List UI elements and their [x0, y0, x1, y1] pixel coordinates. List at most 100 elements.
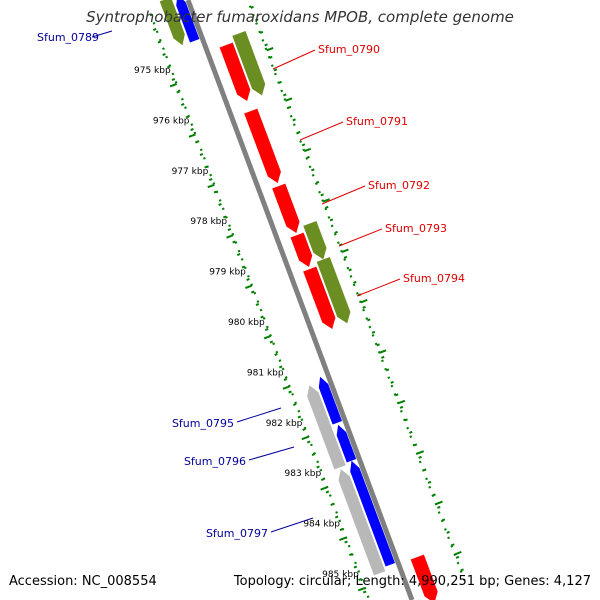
scale-tick	[278, 365, 283, 369]
scale-tick	[435, 500, 443, 505]
scale-tick	[222, 215, 227, 219]
gene-label-sfum-0789[interactable]: Sfum_0789	[37, 31, 99, 44]
scale-tick	[339, 528, 344, 531]
scale-tick	[341, 248, 349, 253]
scale-tick	[379, 349, 387, 354]
scale-tick-label: 980 kbp	[228, 318, 265, 328]
leader-sfum-0792	[321, 185, 366, 205]
gene-arrow-sfum-0795	[307, 385, 346, 470]
scale-tick	[343, 255, 348, 259]
scale-tick	[157, 40, 162, 44]
leader-sfum-0794	[356, 278, 401, 297]
scale-tick	[334, 230, 338, 234]
scale-tick	[185, 115, 190, 119]
gene-arrow-sfum-0796	[336, 424, 357, 463]
leader-sfum-0797	[270, 517, 314, 533]
gene-labels: Sfum_0789 Sfum_0790 Sfum_0791 Sfum_0792 Sfum…	[37, 31, 465, 540]
scale-tick	[169, 83, 178, 88]
scale-tick	[218, 203, 222, 206]
scale-tick	[427, 480, 432, 484]
scale-tick	[390, 380, 394, 384]
gene-arrow-sfum-0793	[303, 221, 327, 260]
gene-arrow-sfum-0792	[272, 183, 300, 233]
gene-label-sfum-0791[interactable]: Sfum_0791	[346, 115, 408, 128]
scale-tick	[423, 468, 427, 472]
scale-tick	[316, 465, 320, 469]
gene-arrow-sfum-0797	[350, 460, 395, 567]
scale-tick-label: 984 kbp	[303, 520, 340, 530]
gene-arrow-sfum-0793	[290, 232, 313, 267]
scale-tick	[357, 587, 366, 592]
gene-label-sfum-0793[interactable]: Sfum_0793	[385, 222, 447, 235]
gene-label-sfum-0794[interactable]: Sfum_0794	[403, 272, 465, 285]
scale-tick	[320, 486, 328, 491]
leader-sfum-0795	[236, 407, 282, 423]
gene-label-leaders	[91, 30, 401, 533]
scale-tick	[381, 355, 385, 359]
scale-tick-label: 978 kbp	[190, 217, 227, 227]
scale-tick	[190, 128, 194, 131]
scale-tick	[283, 378, 288, 381]
scale-tick	[416, 450, 425, 455]
scale-tick	[460, 568, 464, 572]
strand-band-fill	[150, 0, 465, 600]
topology-label: Topology: circular; Length: 4,990,251 bp…	[233, 574, 591, 589]
scale-tick	[180, 103, 185, 106]
scale-tick	[325, 205, 329, 209]
scale-tick	[264, 43, 268, 47]
scale-tick	[264, 328, 269, 331]
gene-arrow-sfum-0794	[316, 257, 351, 324]
scale-tick	[166, 65, 171, 69]
gene-label-sfum-0792[interactable]: Sfum_0792	[368, 179, 430, 192]
scale-tick	[371, 330, 376, 334]
scale-tick	[413, 443, 418, 447]
scale-tick	[288, 390, 292, 394]
scale-tick	[303, 147, 312, 153]
scale-tick	[282, 385, 290, 390]
leader-sfum-0790	[272, 49, 316, 70]
scale-tick-label: 985 kbp	[322, 570, 359, 580]
scale-tick	[409, 430, 413, 434]
scale-tick	[226, 234, 234, 239]
scale-tick	[455, 555, 460, 559]
scale-tick	[399, 405, 404, 409]
scale-tick	[171, 78, 176, 81]
gene-label-sfum-0796[interactable]: Sfum_0796	[184, 455, 246, 468]
scale-tick-label: 975 kbp	[134, 66, 171, 76]
gene-label-sfum-0790[interactable]: Sfum_0790	[318, 43, 380, 56]
scale-tick	[306, 440, 311, 444]
scale-tick	[395, 393, 399, 397]
scale-tick	[260, 315, 264, 319]
gene-label-sfum-0797[interactable]: Sfum_0797	[206, 527, 268, 540]
map-title: Syntrophobacter fumaroxidans MPOB, compl…	[86, 8, 514, 26]
scale-tick	[292, 403, 297, 406]
scale-tick	[274, 353, 278, 356]
scale-tick	[358, 578, 362, 581]
scale-tick	[315, 180, 320, 184]
scale-tick	[353, 565, 358, 569]
scale-ticks	[152, 5, 464, 594]
gene-arrow-sfum-0794	[303, 266, 336, 329]
scale-tick	[250, 5, 254, 9]
scale-tick	[152, 28, 157, 31]
scale-tick	[246, 278, 250, 281]
scale-tick	[250, 290, 255, 294]
scale-tick	[236, 253, 241, 256]
scale-tick	[437, 505, 441, 509]
gene-arrow-sfum-0797	[338, 469, 386, 576]
gene-label-sfum-0795[interactable]: Sfum_0795	[172, 417, 234, 430]
scale-tick	[348, 268, 352, 272]
scale-tick	[245, 284, 253, 289]
scale-tick	[348, 553, 353, 556]
scale-tick	[194, 140, 199, 144]
gene-arrow-sfum-0789	[176, 0, 200, 43]
scale-tick	[208, 178, 213, 181]
scale-tick	[207, 183, 215, 189]
scale-tick	[283, 93, 287, 97]
scale-tick	[266, 47, 274, 52]
scale-tick	[273, 68, 278, 72]
scale-tick-label: 981 kbp	[247, 368, 284, 378]
scale-tick	[255, 18, 259, 22]
scale-tick	[241, 265, 246, 269]
